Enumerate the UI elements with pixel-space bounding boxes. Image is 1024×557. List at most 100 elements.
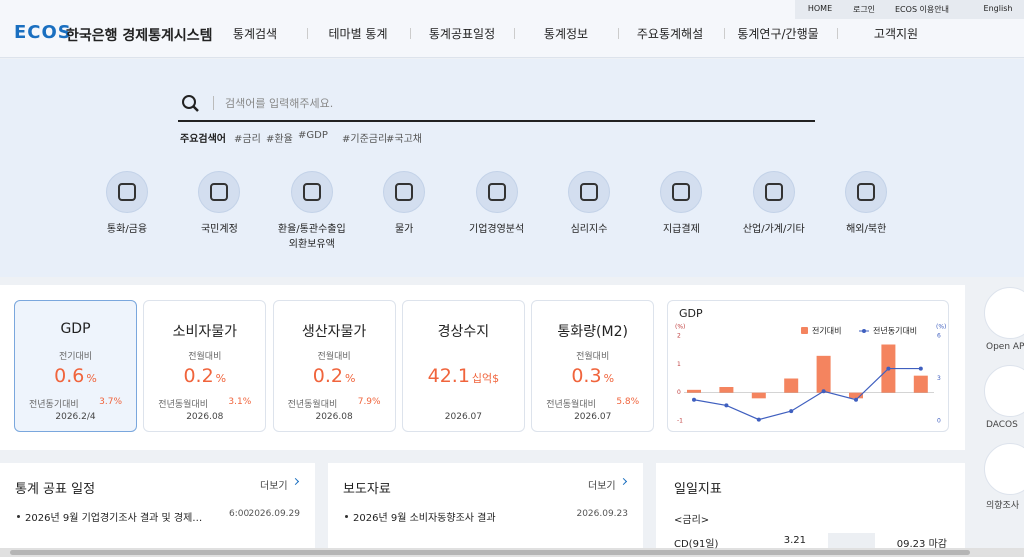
search-input[interactable]: 검색어를 입력해주세요. [225,97,334,110]
category-glyph [580,183,598,201]
nav-item[interactable]: 통계공표일정 [428,27,496,41]
category-label[interactable]: 해외/북한 [846,224,887,235]
topbar [795,0,1024,19]
search-icon[interactable] [180,94,202,114]
category-label[interactable]: 환율/통관수출입 [277,224,346,235]
popular-keyword[interactable]: #국고채 [386,134,422,145]
category-label[interactable]: 지급결제 [662,224,700,235]
point [724,403,729,408]
category-icon[interactable] [290,171,333,213]
sidebar-button[interactable] [984,287,1024,339]
category-glyph [764,183,783,201]
nav-sep [410,28,411,39]
nav-item[interactable]: 통계정보 [543,27,589,41]
category-label[interactable]: 통화/금융 [106,224,148,235]
legend-swatch [801,327,808,334]
bar [784,378,799,393]
bar [849,392,863,399]
popular-keyword[interactable]: #금리 [234,134,261,145]
y-tick-label: 0 [677,389,681,396]
bar [687,389,701,393]
category-label[interactable]: 산업/가계/기타 [742,224,805,235]
card-value-number: 42.1 [427,365,470,387]
card-title: 통화량(M2) [557,324,628,340]
daily-name: CD(91일) [674,539,719,550]
card-sub: 전월대비 [576,352,610,362]
y2-tick-label: 3 [937,375,941,382]
card-sub: 전월대비 [317,352,351,362]
category-icon[interactable] [198,171,241,213]
category-label[interactable]: 물가 [394,224,414,235]
list-time: 6:00 [229,509,250,519]
popular-keyword[interactable]: #GDP [298,130,328,141]
sidebar-label: Open API [986,342,1024,352]
card-sub2-value: 7.9% [357,397,381,407]
sidebar-label: 의향조사 [986,501,1020,511]
nav-item[interactable]: 주요통계해설 [636,27,704,41]
category-icon[interactable] [475,171,518,213]
category-glyph [210,183,229,201]
top-link[interactable]: ECOS 이용안내 [895,5,949,14]
logo[interactable]: ECOS [14,22,72,43]
popular-keyword[interactable]: #환율 [266,134,293,145]
category-glyph [395,183,414,201]
stat-card[interactable]: GDP 전기대비 0.6% 전년동기대비 3.7% 2026.2/4 [14,300,137,432]
category-icon[interactable] [568,171,610,213]
line [693,367,921,421]
category-icon[interactable] [383,171,426,213]
category-glyph [487,183,506,201]
panel-title: 통계 공표 일정 [15,482,96,497]
card-value: 42.1 십억$ [403,365,524,387]
category-label[interactable]: 외환보유액 [288,239,335,250]
category-label[interactable]: 심리지수 [570,224,608,235]
stat-card[interactable]: 통화량(M2) 전월대비 0.3% 전년동월대비 5.8% 2026.07 [531,300,655,432]
point [854,397,858,402]
legend-label: 전년동기대비 [873,326,917,336]
popular-keyword[interactable]: #기준금리 [342,134,388,145]
legend-dot [862,329,866,333]
nav-sep [306,28,308,39]
more-link[interactable]: 더보기 [260,481,288,492]
category-icon[interactable] [845,171,888,213]
category-icon[interactable] [106,171,148,213]
chart-title: GDP [679,307,703,320]
card-sub2: 전년동월대비 [158,400,208,410]
stat-card[interactable]: 소비자물가 전월대비 0.2% 전년동월대비 3.1% 2026.08 [143,300,267,432]
stat-card[interactable]: 경상수지 42.1 십억$ 2026.07 [401,300,525,432]
y2-tick-label: 6 [937,333,941,340]
list-date: 2026.09.29 [248,509,300,519]
bar [816,355,831,393]
chart-box [667,300,949,432]
card-date: 2026.08 [186,412,224,422]
site-name: 한국은행 경제통계시스템 [66,28,213,44]
card-date: 2026.07 [444,412,482,422]
sidebar-button[interactable] [984,365,1024,417]
stat-card[interactable]: 생산자물가 전월대비 0.2% 전년동월대비 7.9% 2026.08 [272,300,396,432]
category-icon[interactable] [752,171,795,213]
nav-item[interactable]: 통계검색 [232,27,278,41]
list-item[interactable]: 2026년 9월 소비자동향조사 결과 [353,513,496,524]
top-link[interactable]: HOME [807,4,833,13]
top-link[interactable]: 로그인 [852,5,876,14]
nav-item[interactable]: 테마별 통계 [328,27,388,41]
category-icon[interactable] [660,171,703,213]
list-item[interactable]: 2026년 9월 기업경기조사 결과 및 경제… [25,513,203,524]
card-sub2: 전년동기대비 [29,400,79,410]
list-bullet [345,515,348,518]
nav-item[interactable]: 통계연구/간행물 [737,27,819,41]
category-label[interactable]: 국민계정 [200,224,238,235]
card-sub: 전월대비 [188,352,222,362]
category-glyph [302,183,321,201]
top-link[interactable]: English [983,4,1013,13]
sidebar-button[interactable] [984,443,1024,495]
card-sub: 전기대비 [58,352,93,362]
card-date: 2026.2/4 [55,412,96,422]
nav-item[interactable]: 고객지원 [873,27,919,41]
divider [213,96,214,110]
category-label[interactable]: 기업경영분석 [468,224,525,235]
bar [719,387,734,393]
more-link[interactable]: 더보기 [588,481,616,492]
sidebar-label: DACOS [986,420,1018,430]
card-value-number: 0.2 [312,365,343,387]
